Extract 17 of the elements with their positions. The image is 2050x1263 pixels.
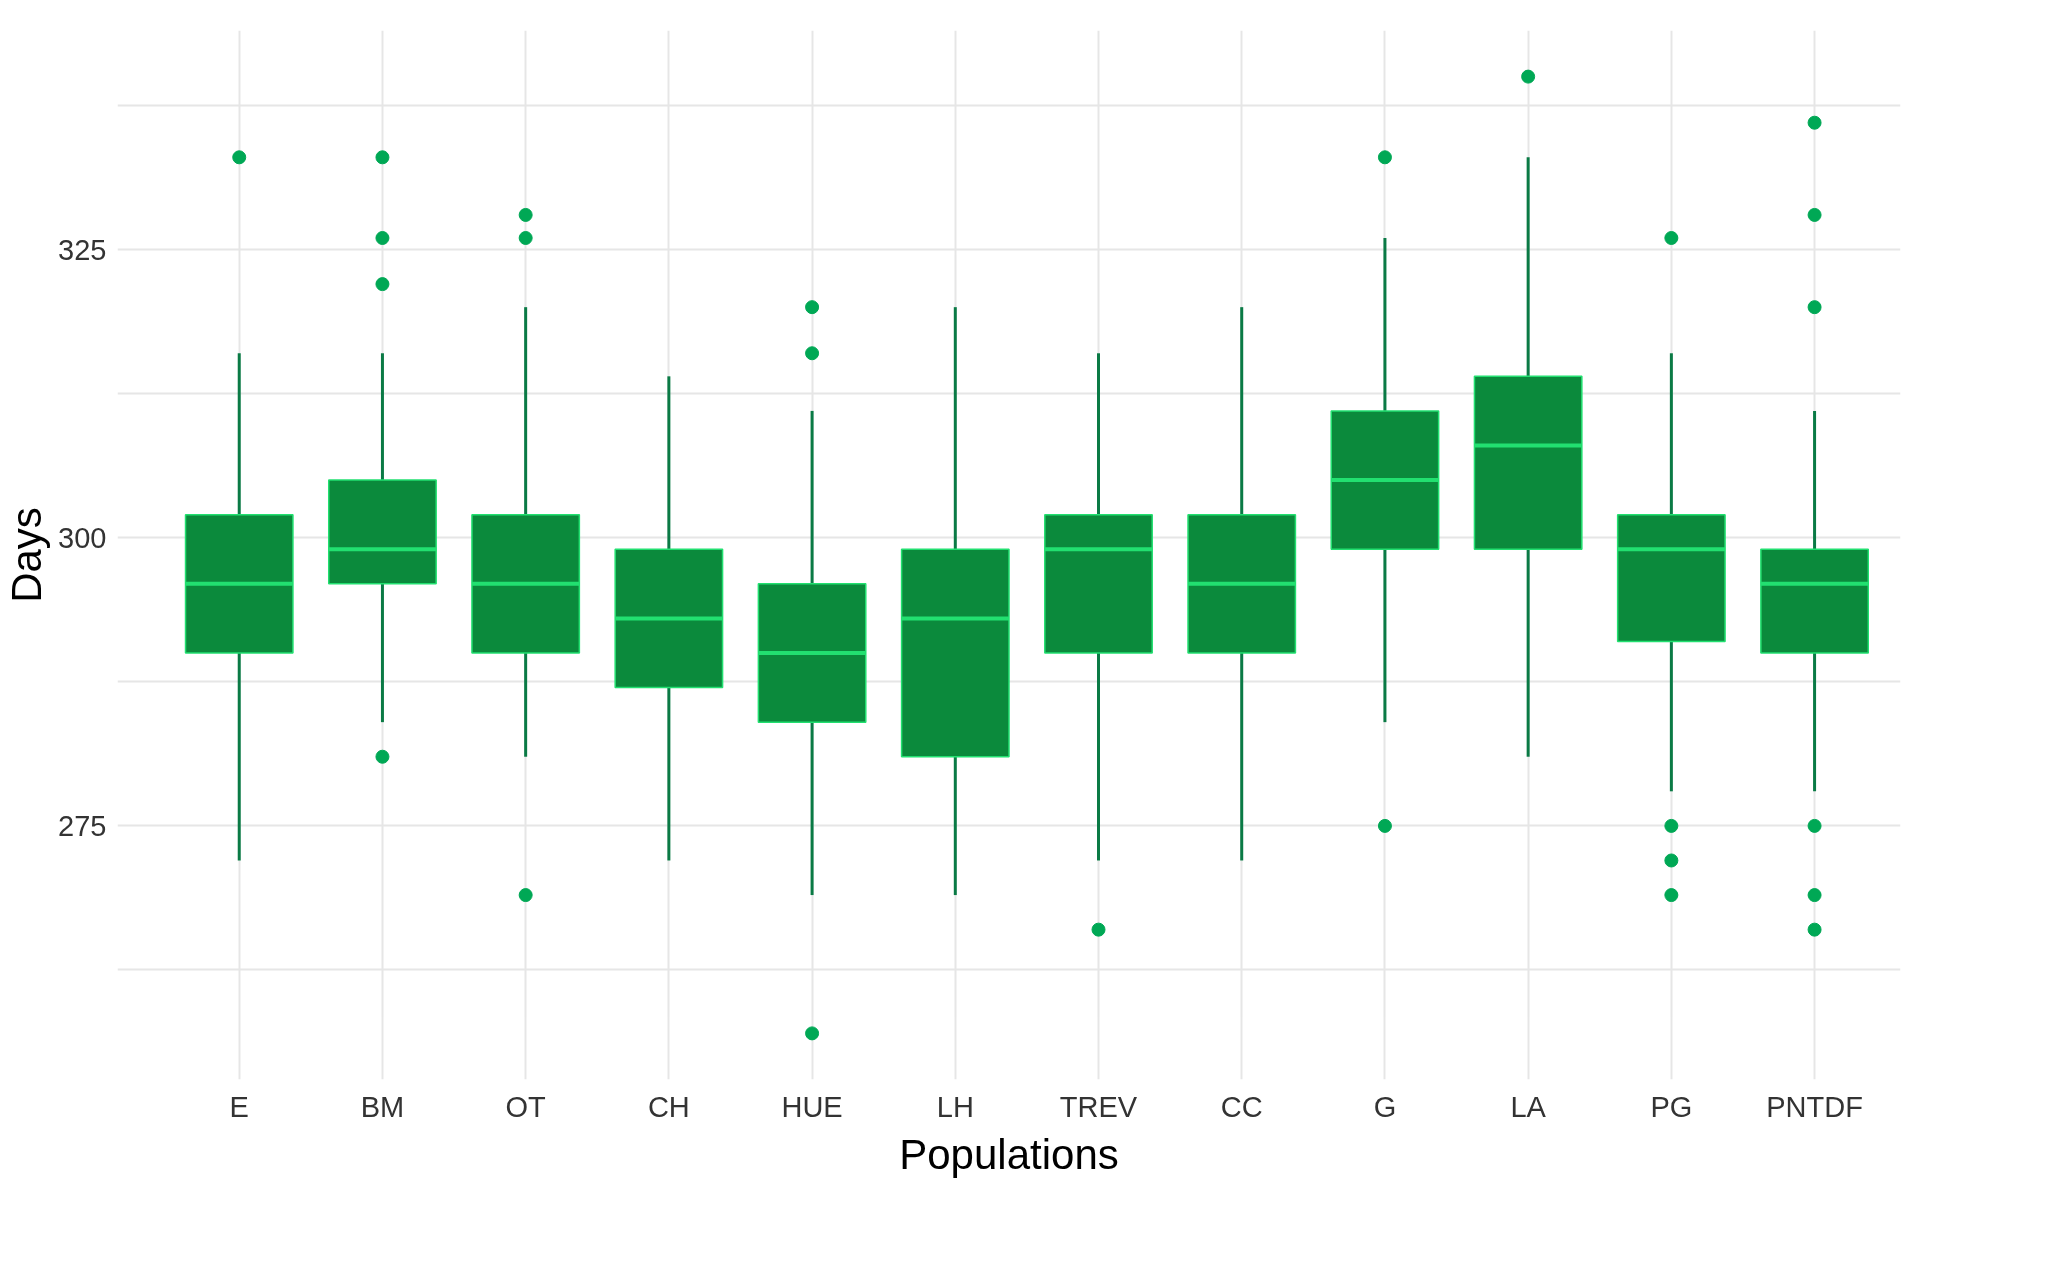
- x-tick-label: HUE: [781, 1090, 843, 1123]
- x-tick-label: PNTDF: [1766, 1090, 1863, 1123]
- x-tick-label: OT: [505, 1090, 547, 1123]
- x-axis-title: Populations: [899, 1130, 1119, 1178]
- x-tick-label: PG: [1650, 1090, 1693, 1123]
- x-tick-label: G: [1373, 1090, 1397, 1123]
- x-tick-label: E: [229, 1090, 249, 1123]
- x-tick-label: BM: [360, 1090, 405, 1123]
- x-tick-label: CH: [647, 1090, 690, 1123]
- x-tick-label: CC: [1220, 1090, 1263, 1123]
- x-tick-label: LH: [936, 1090, 974, 1123]
- y-tick-label: 325: [58, 233, 107, 266]
- x-tick-label: TREV: [1059, 1090, 1138, 1123]
- y-tick-label: 275: [58, 809, 107, 842]
- y-tick-label: 300: [58, 521, 107, 554]
- x-tick-label: LA: [1510, 1090, 1547, 1123]
- y-axis-title: Days: [3, 507, 51, 603]
